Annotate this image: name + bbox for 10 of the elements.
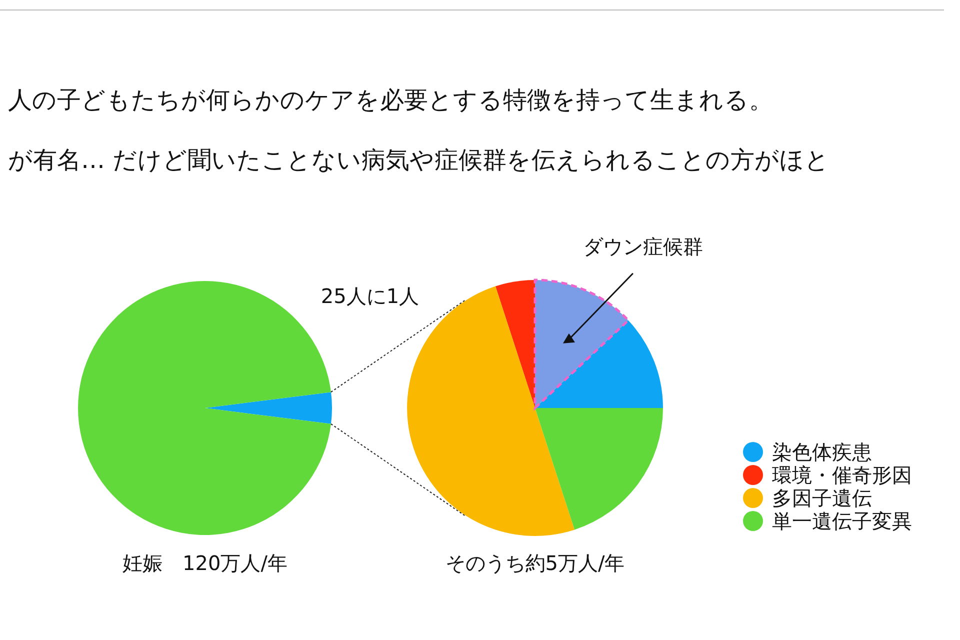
text: 妊娠 120万人/年 (122, 551, 288, 575)
legend-label: 環境・催奇形因 (772, 463, 912, 487)
legend-label: 染色体疾患 (772, 440, 872, 464)
legend-label: 多因子遺伝 (772, 486, 872, 510)
text: 25人に1人 (320, 284, 420, 308)
text: ダウン症候群 (582, 234, 703, 258)
text: そのうち約5万人/年 (445, 551, 625, 575)
legend-label: 単一遺伝子変異 (772, 509, 912, 533)
text: 人の子どもたちが何らかのケアを必要とする特徴を持って生まれる。 (8, 86, 773, 114)
text: が有名… だけど聞いたことない病気や症候群を伝えられることの方がほと (8, 146, 830, 174)
